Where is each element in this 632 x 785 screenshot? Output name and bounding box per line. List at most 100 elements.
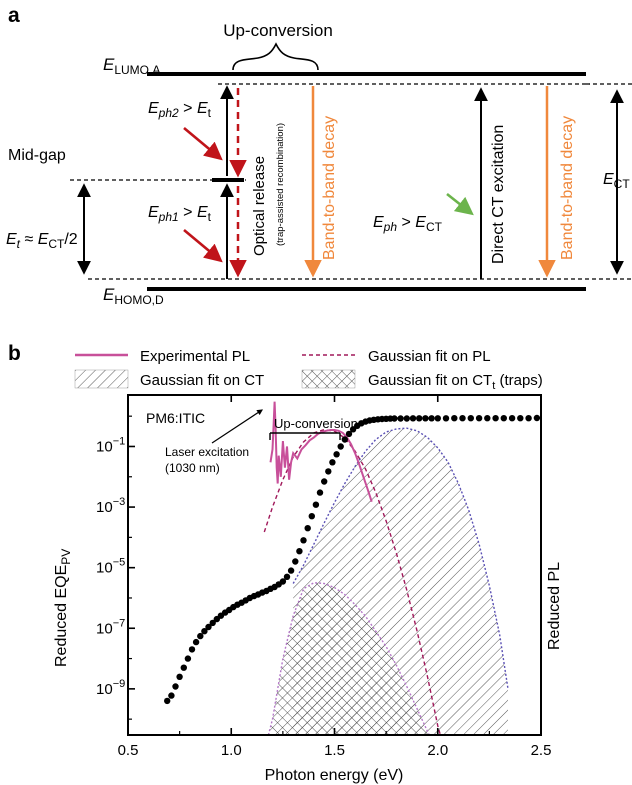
x-tick-label: 2.5: [531, 742, 552, 759]
eqe-data-point: [467, 415, 474, 422]
plot-clip-group: [164, 401, 541, 735]
legend-label-gauss-pl: Gaussian fit on PL: [368, 348, 491, 365]
eqe-data-point: [279, 578, 287, 585]
y-axis-label: Reduced EQEPV: [53, 549, 73, 667]
optical-release-label: Optical release: [251, 156, 268, 256]
eqe-data-point: [308, 513, 315, 520]
plot-frame: [127, 394, 542, 736]
eqe-data-point: [484, 415, 491, 422]
eqe-data-point: [287, 567, 295, 574]
trap-assisted-label: (trap-assisted recombination): [275, 123, 286, 246]
x-axis-label: Photon energy (eV): [265, 767, 404, 784]
eqe-data-point: [475, 415, 483, 422]
eqe-data-point: [296, 548, 303, 555]
eqe-data-point: [409, 415, 417, 422]
eqe-data-point: [172, 683, 179, 690]
eqe-data-point: [422, 415, 429, 422]
eqe-data-point: [325, 468, 332, 475]
eqe-data-point: [180, 664, 187, 671]
ect-label: ECT: [603, 171, 630, 191]
midgap-label: Mid-gap: [8, 147, 66, 164]
et-label: Et ≈ ECT/2: [6, 231, 78, 251]
laser-label-line1: Laser excitation: [165, 445, 249, 459]
y-tick-label: 10−3: [96, 496, 125, 516]
homo-label: EHOMO,D: [103, 285, 164, 307]
eph-label: Eph > ECT: [373, 214, 443, 234]
x-tick-label: 2.0: [427, 742, 448, 759]
eqe-data-point: [391, 415, 398, 422]
eqe-data-point: [209, 619, 216, 627]
eqe-data-point: [300, 537, 307, 544]
eph2-label: Eph2 > Et: [148, 100, 212, 120]
photon-arrow-eph1: [183, 229, 223, 263]
legend-label-exp-pl: Experimental PL: [140, 348, 250, 365]
eqe-data-point: [184, 655, 192, 662]
legend-swatch-gauss-ct: [74, 369, 129, 389]
eqe-data-point: [492, 415, 499, 422]
eqe-data-point: [164, 697, 171, 705]
legend-swatch-gauss-ctt: [301, 369, 356, 389]
eqe-data-point: [197, 632, 204, 640]
direct-ct-label: Direct CT excitation: [490, 125, 507, 264]
upconversion-brace: [232, 42, 319, 71]
eqe-data-point: [500, 415, 507, 422]
panel-b-label: b: [8, 342, 21, 365]
ct-gaussian-outline: [292, 427, 509, 690]
panel-a-label: a: [8, 4, 20, 27]
eqe-data-point: [451, 415, 458, 422]
y-tick-label: 10−9: [96, 678, 125, 698]
x-tick-label: 1.0: [221, 742, 242, 759]
upconversion-label-b: Up-conversion: [274, 416, 358, 431]
x-tick-label: 0.5: [118, 742, 139, 759]
eqe-data-point: [525, 415, 532, 422]
x-tick-label: 1.5: [324, 742, 345, 759]
laser-pointer-arrow: [211, 409, 264, 444]
photon-arrow-eph2: [183, 127, 223, 161]
eqe-data-point: [329, 459, 336, 466]
legend-label-gauss-ct: Gaussian fit on CT: [140, 372, 264, 389]
sample-label: PM6:ITIC: [146, 410, 205, 426]
eqe-data-point: [397, 415, 404, 422]
eqe-data-point: [205, 623, 212, 631]
legend-label-gauss-ctt: Gaussian fit on CTt (traps): [368, 372, 543, 392]
photon-arrow-eph: [446, 192, 474, 216]
y-tick-label: 10−1: [96, 435, 125, 455]
band-decay-label-2: Band-to-band decay: [559, 116, 576, 260]
eqe-data-point: [188, 646, 196, 653]
y-tick-label: 10−5: [96, 557, 125, 577]
eqe-data-point: [428, 415, 435, 422]
y-tick-label: 10−7: [96, 617, 125, 637]
pl-experimental-line: [269, 401, 373, 503]
eqe-data-point: [316, 489, 324, 496]
eqe-data-point: [533, 414, 541, 422]
eqe-data-point: [312, 501, 320, 508]
eqe-data-point: [416, 415, 423, 422]
eqe-data-point: [321, 478, 328, 485]
eqe-data-point: [283, 573, 291, 580]
eqe-data-point: [459, 415, 466, 422]
eqe-data-point: [403, 415, 410, 422]
eqe-data-point: [337, 443, 344, 450]
eqe-data-point: [201, 628, 208, 635]
eqe-data-point: [333, 451, 340, 458]
ctt-gaussian-area: [268, 582, 442, 735]
eqe-data-point: [304, 525, 311, 532]
eph1-label: Eph1 > Et: [148, 204, 212, 224]
eqe-data-point: [292, 558, 299, 565]
band-decay-label-1: Band-to-band decay: [321, 116, 338, 260]
y2-axis-label: Reduced PL: [546, 562, 563, 650]
eqe-data-point: [176, 673, 183, 680]
eqe-data-point: [168, 692, 175, 699]
plot-area: [127, 395, 542, 735]
upconversion-label-a: Up-conversion: [223, 21, 333, 40]
laser-label-line2: (1030 nm): [165, 461, 220, 475]
eqe-data-point: [508, 415, 516, 422]
eqe-data-point: [341, 436, 348, 443]
eqe-data-point: [517, 415, 524, 422]
eqe-data-point: [442, 415, 450, 422]
eqe-data-point: [345, 430, 353, 438]
ctt-gaussian-outline: [267, 581, 431, 735]
eqe-data-point: [434, 415, 441, 422]
eqe-data-point: [192, 638, 200, 646]
